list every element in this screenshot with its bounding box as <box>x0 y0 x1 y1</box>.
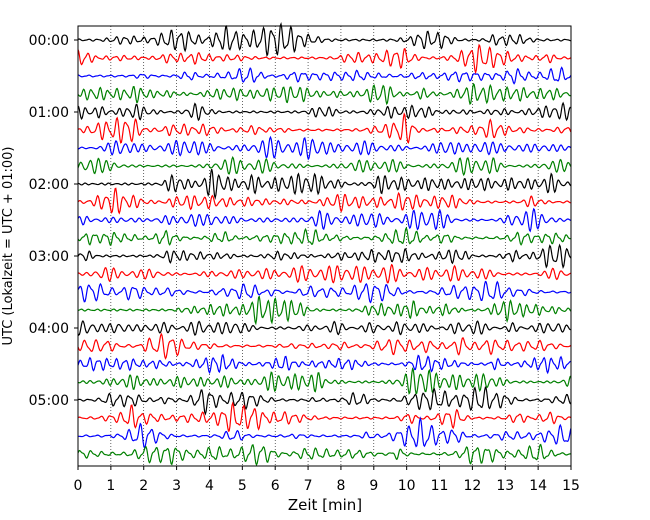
trace-line <box>77 82 572 106</box>
trace-line <box>77 401 572 432</box>
trace-line <box>77 243 572 270</box>
trace-line <box>77 101 571 122</box>
x-tick-label: 8 <box>336 478 345 494</box>
trace-line <box>77 135 572 161</box>
y-tick-label: 05:00 <box>29 393 69 409</box>
x-tick-label: 0 <box>74 478 83 494</box>
y-tick-label: 03:00 <box>29 249 69 265</box>
y-tick-label: 02:00 <box>29 177 69 193</box>
y-axis-ticks: 00:00 01:00 02:00 03:00 04:00 05:00 <box>29 33 78 409</box>
trace-line <box>77 169 572 200</box>
x-axis-ticks: 0 1 2 3 4 5 6 7 8 9 10 11 12 13 14 15 <box>74 466 580 494</box>
grid-lines <box>110 26 539 466</box>
plot-frame <box>77 25 572 467</box>
trace-line <box>77 226 571 246</box>
trace-line <box>78 263 572 284</box>
x-tick-label: 1 <box>106 478 115 494</box>
trace-line <box>77 416 572 450</box>
trace-line <box>77 187 571 215</box>
x-tick-label: 3 <box>172 478 181 494</box>
trace-line <box>77 280 572 304</box>
x-tick-label: 11 <box>431 478 449 494</box>
trace-line <box>77 367 572 395</box>
y-tick-label: 01:00 <box>29 105 69 121</box>
trace-line <box>77 66 572 85</box>
x-tick-label: 13 <box>496 478 514 494</box>
trace-line <box>77 443 571 467</box>
trace-line <box>77 207 572 233</box>
trace-line <box>77 156 572 177</box>
y-tick-label: 04:00 <box>29 321 69 337</box>
trace-line <box>77 21 571 58</box>
trace-line <box>77 43 572 75</box>
trace-line <box>77 353 571 375</box>
x-tick-label: 4 <box>205 478 214 494</box>
x-tick-label: 5 <box>238 478 247 494</box>
x-axis-title: Zeit [min] <box>288 496 362 514</box>
x-tick-label: 9 <box>369 478 378 494</box>
trace-line <box>77 332 572 360</box>
trace-line <box>77 386 572 416</box>
x-tick-label: 12 <box>463 478 481 494</box>
trace-line <box>77 319 571 337</box>
y-axis-title: UTC (Lokalzeit = UTC + 01:00) <box>1 147 16 346</box>
x-tick-label: 15 <box>562 478 580 494</box>
trace-group <box>77 21 572 467</box>
x-tick-label: 2 <box>139 478 148 494</box>
x-tick-label: 6 <box>271 478 280 494</box>
trace-line <box>77 295 572 326</box>
y-tick-label: 00:00 <box>29 33 69 49</box>
trace-line <box>77 112 572 144</box>
x-tick-label: 10 <box>398 478 416 494</box>
x-tick-label: 14 <box>529 478 547 494</box>
x-tick-label: 7 <box>304 478 313 494</box>
